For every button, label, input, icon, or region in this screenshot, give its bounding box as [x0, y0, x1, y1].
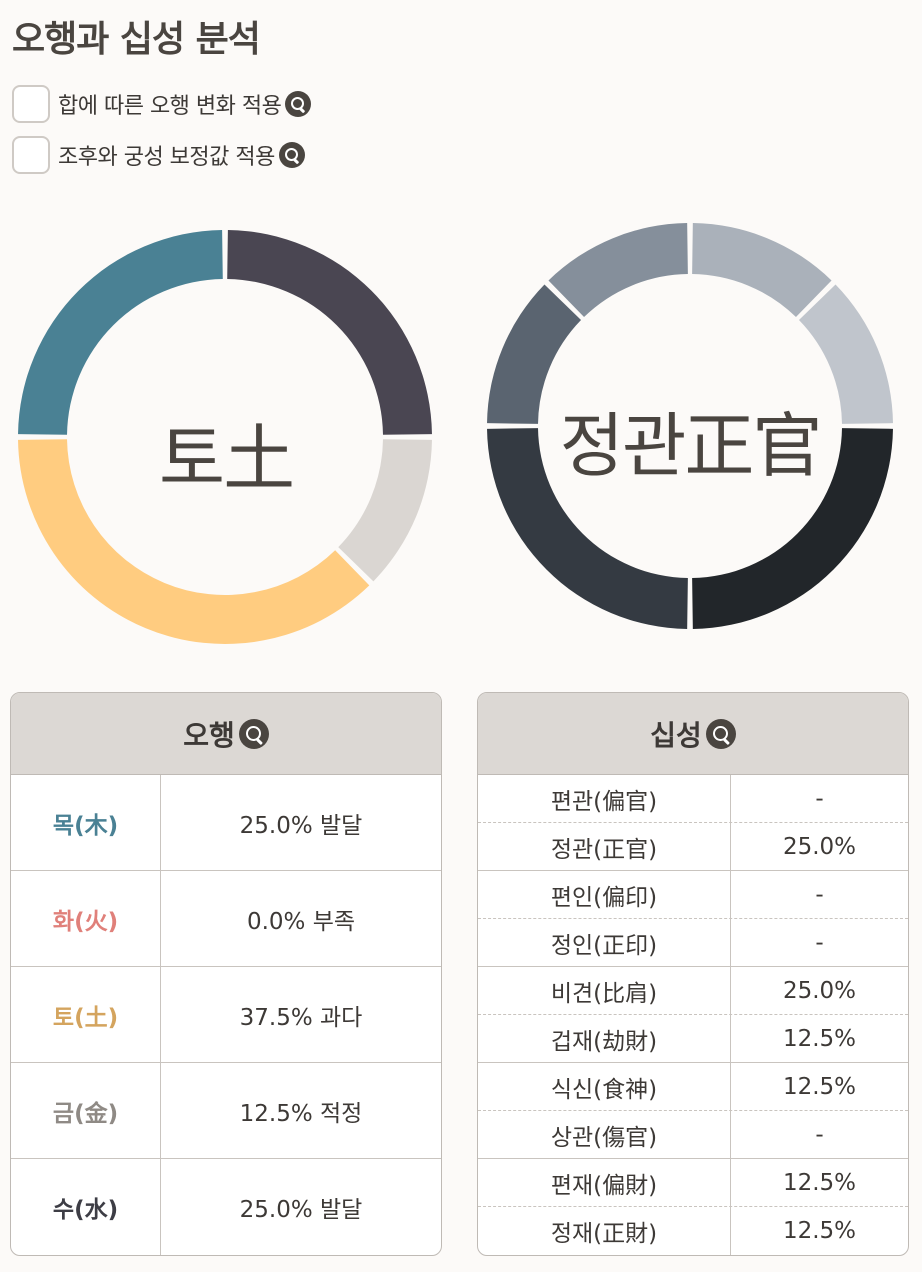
ohaeng-donut-chart: 토土	[18, 220, 434, 652]
sipseong-value: 25.0%	[782, 833, 857, 860]
sipseong-donut-svg	[487, 223, 893, 629]
ohaeng-table: 오행 목(木) 25.0% 발달 화(火) 0.0% 부족 토(土) 37.5% 과다 금(…	[10, 692, 442, 1256]
sipseong-center-label: 정관正官	[559, 405, 823, 487]
hap-change-label: 합에 따른 오행 변화 적용	[58, 94, 282, 119]
sipseong-header-label: 십성	[650, 718, 702, 752]
donut-slice	[798, 284, 893, 424]
sipseong-name: 편인(偏印)	[478, 871, 731, 918]
sipseong-name: 겁재(劫財)	[478, 1015, 731, 1062]
sipseong-value: 12.5%	[782, 1025, 857, 1052]
table-row: 비견(比肩) 25.0%	[478, 967, 908, 1015]
donut-slice	[227, 230, 432, 435]
sipseong-name: 식신(食神)	[478, 1063, 731, 1110]
element-value: 0.0% 부족	[246, 908, 356, 935]
element-name: 목(木)	[11, 775, 161, 870]
table-row: 식신(食神) 12.5%	[478, 1063, 908, 1111]
ohaeng-center-label: 토土	[158, 417, 295, 501]
option-johu-correction[interactable]: 조후와 궁성 보정값 적용	[12, 136, 305, 174]
table-row: 정관(正官) 25.0%	[478, 823, 908, 871]
sipseong-name: 정관(正官)	[478, 823, 731, 870]
sipseong-value: -	[815, 929, 824, 956]
ohaeng-donut-svg	[18, 230, 432, 644]
hap-change-checkbox[interactable]	[12, 85, 50, 123]
donut-slice	[692, 428, 893, 629]
table-row: 정재(正財) 12.5%	[478, 1207, 908, 1255]
table-row: 금(金) 12.5% 적정	[11, 1063, 441, 1159]
table-row: 편재(偏財) 12.5%	[478, 1159, 908, 1207]
table-row: 토(土) 37.5% 과다	[11, 967, 441, 1063]
johu-correction-label: 조후와 궁성 보정값 적용	[58, 145, 275, 170]
sipseong-name: 비견(比肩)	[478, 967, 731, 1014]
ohaeng-table-header: 오행	[11, 693, 441, 775]
element-name: 화(火)	[11, 871, 161, 966]
table-row: 정인(正印) -	[478, 919, 908, 967]
search-icon[interactable]	[278, 142, 305, 168]
donut-slice	[487, 284, 582, 424]
page-title: 오행과 십성 분석	[12, 19, 261, 60]
element-name: 금(金)	[11, 1063, 161, 1158]
sipseong-value: 12.5%	[782, 1218, 857, 1244]
sipseong-value: 12.5%	[782, 1169, 857, 1196]
table-row: 편관(偏官) -	[478, 775, 908, 823]
element-value: 12.5% 적정	[239, 1100, 363, 1127]
sipseong-value: -	[815, 1121, 824, 1148]
element-name: 수(水)	[11, 1159, 161, 1255]
sipseong-value: 12.5%	[782, 1073, 857, 1100]
element-value: 25.0% 발달	[239, 812, 363, 839]
sipseong-name: 정재(正財)	[478, 1207, 731, 1255]
sipseong-name: 상관(傷官)	[478, 1111, 731, 1158]
element-value: 37.5% 과다	[239, 1004, 363, 1031]
ohaeng-header-label: 오행	[183, 718, 235, 752]
table-row: 겁재(劫財) 12.5%	[478, 1015, 908, 1063]
sipseong-value: -	[815, 881, 824, 908]
search-icon[interactable]	[238, 718, 269, 749]
sipseong-name: 편재(偏財)	[478, 1159, 731, 1206]
sipseong-value: -	[815, 785, 824, 812]
table-row: 화(火) 0.0% 부족	[11, 871, 441, 967]
table-row: 목(木) 25.0% 발달	[11, 775, 441, 871]
donut-slice	[18, 439, 370, 644]
donut-slice	[18, 230, 223, 435]
option-hap-change[interactable]: 합에 따른 오행 변화 적용	[12, 85, 312, 123]
search-icon[interactable]	[705, 718, 736, 749]
table-row: 상관(傷官) -	[478, 1111, 908, 1159]
donut-slice	[548, 223, 688, 318]
sipseong-table-header: 십성	[478, 693, 908, 775]
sipseong-name: 편관(偏官)	[478, 775, 731, 822]
sipseong-donut-chart: 정관正官	[484, 220, 896, 640]
donut-slice	[338, 439, 432, 582]
sipseong-table: 십성 편관(偏官) - 정관(正官) 25.0% 편인(偏印) - 정인(正印) - 비견(比肩…	[477, 692, 909, 1256]
johu-correction-checkbox[interactable]	[12, 136, 50, 174]
search-icon[interactable]	[285, 91, 312, 117]
table-row: 편인(偏印) -	[478, 871, 908, 919]
sipseong-value: 25.0%	[782, 977, 857, 1004]
element-value: 25.0% 발달	[239, 1197, 363, 1223]
donut-slice	[487, 428, 688, 629]
donut-slice	[692, 223, 832, 318]
element-name: 토(土)	[11, 967, 161, 1062]
table-row: 수(水) 25.0% 발달	[11, 1159, 441, 1255]
sipseong-name: 정인(正印)	[478, 919, 731, 966]
